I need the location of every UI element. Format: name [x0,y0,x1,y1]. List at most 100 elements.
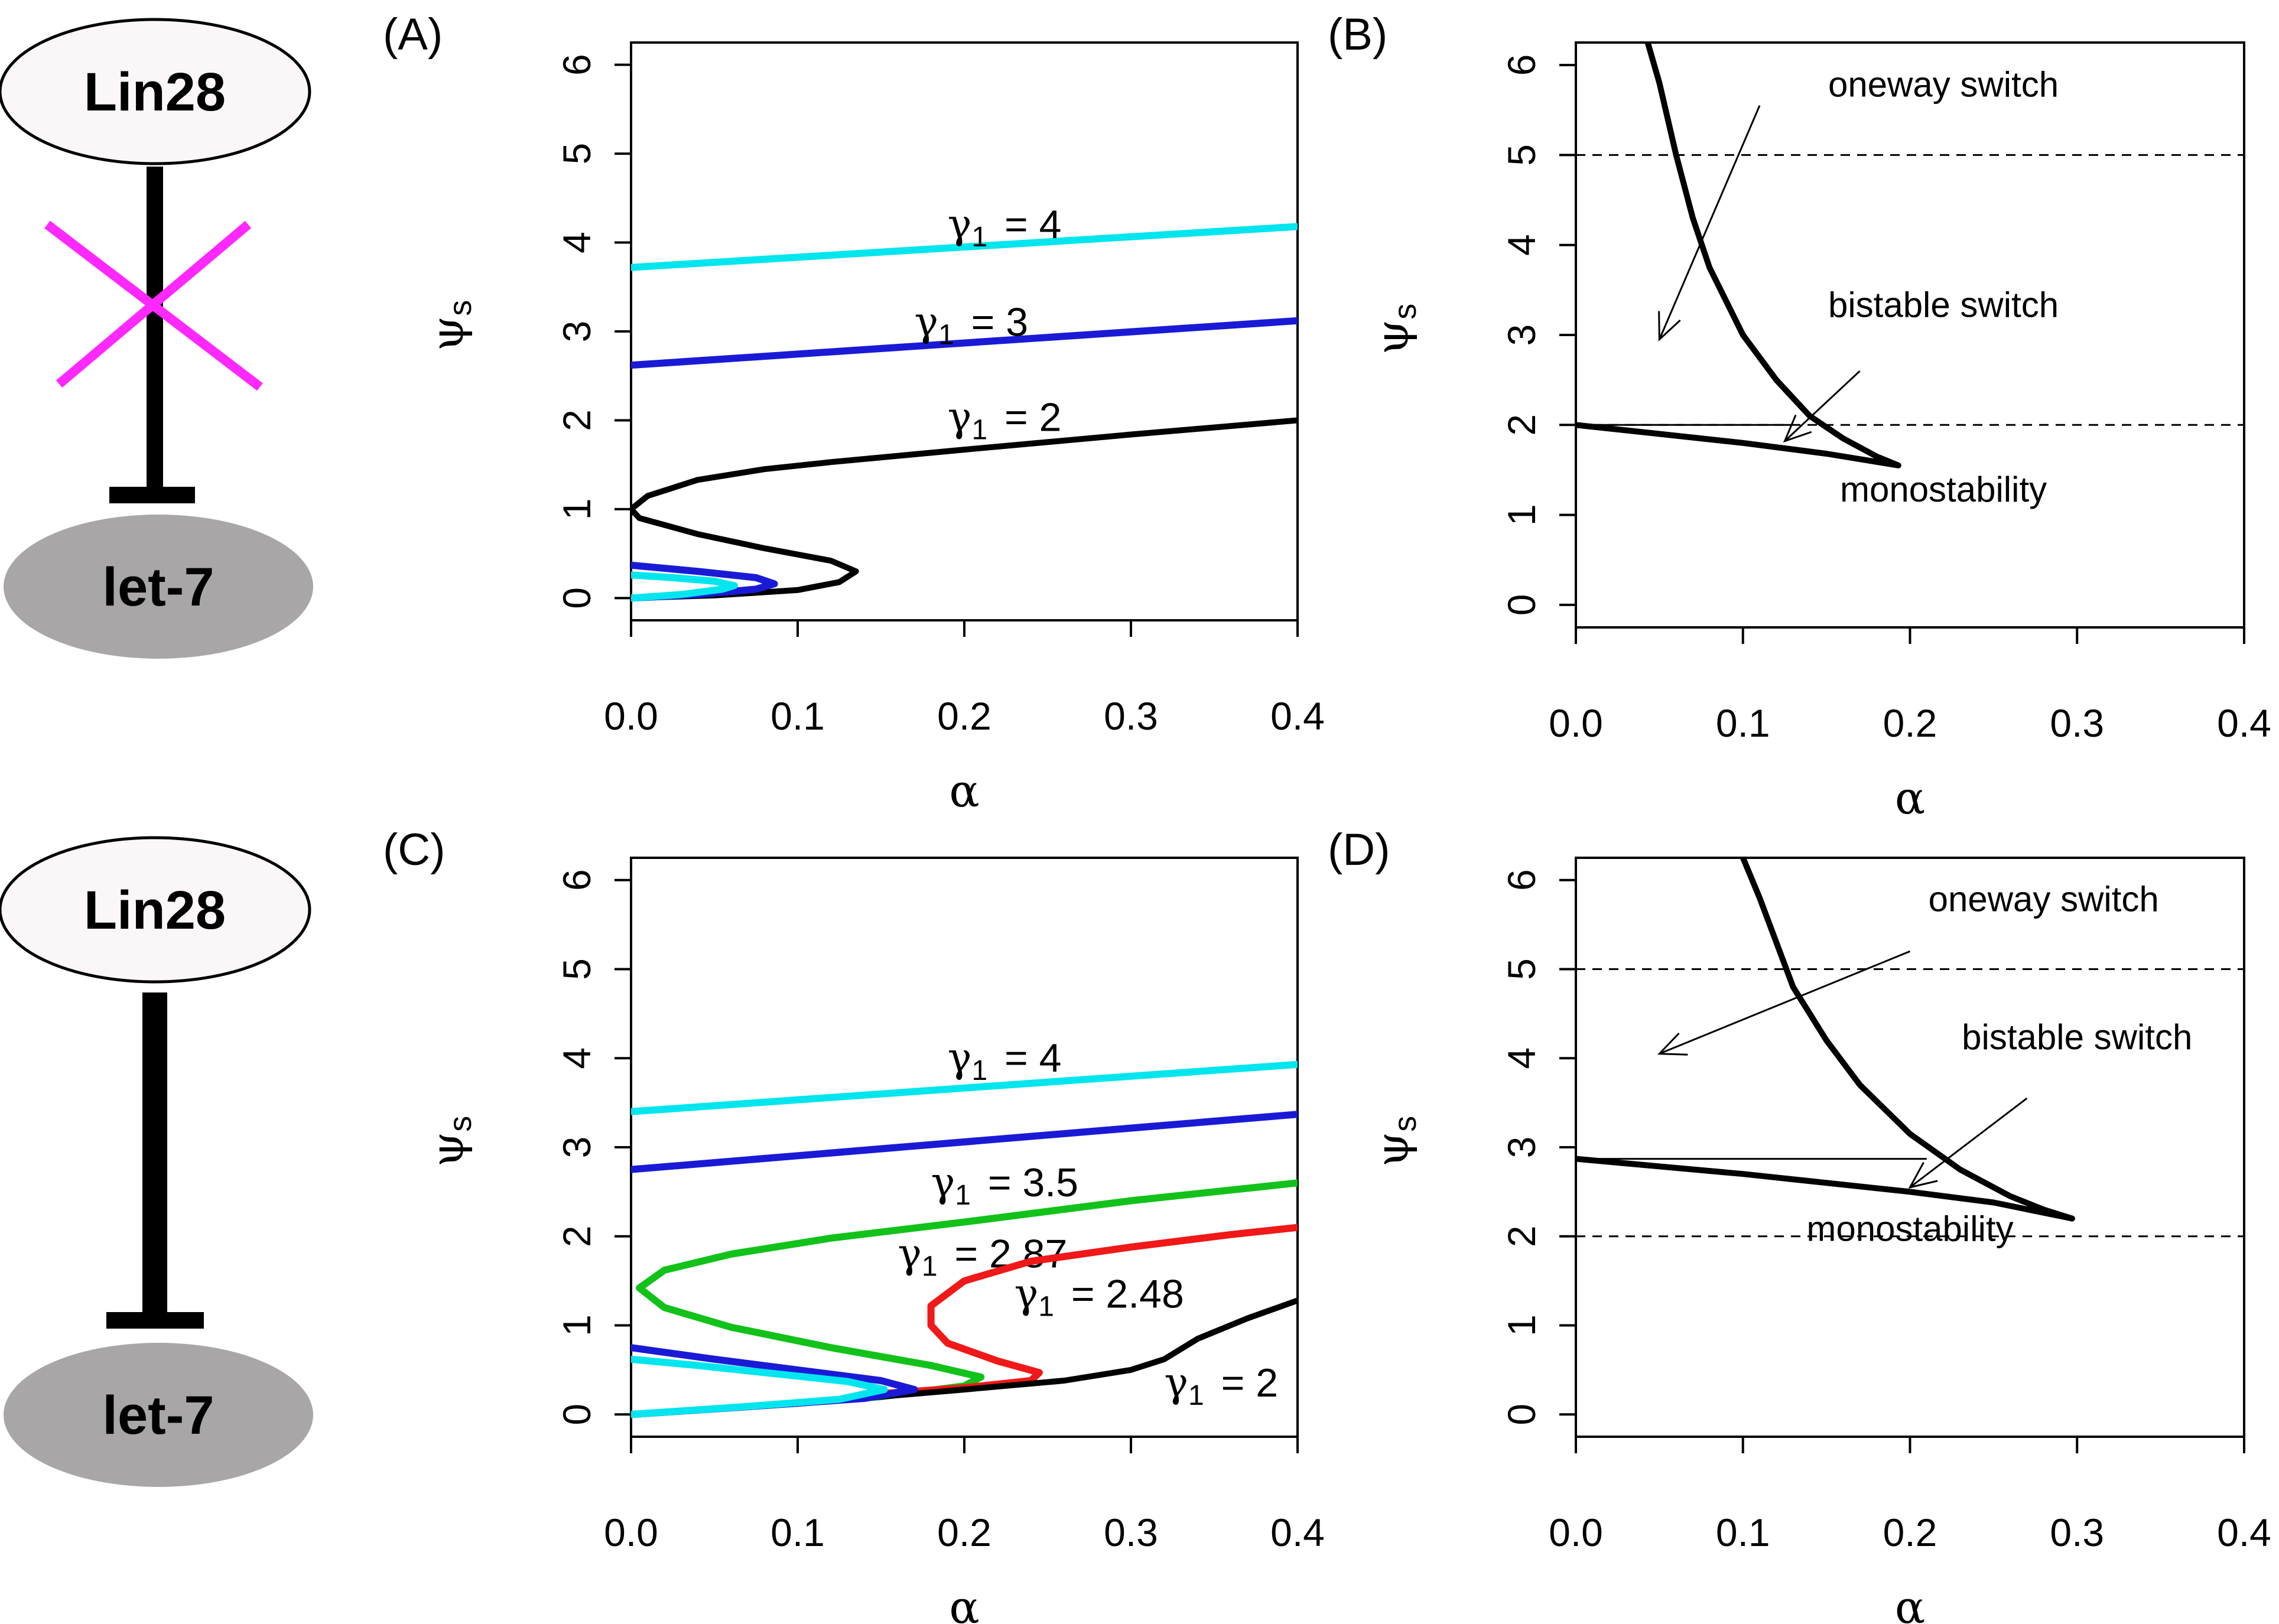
annotation-bistable-switch: bistable switch [1828,285,2059,325]
gamma-subscript: 1 [1188,1381,1204,1412]
x-tick-label: 0.1 [1716,1511,1770,1554]
y-axis-label: ψs [1366,1116,1423,1167]
gamma-value: = 4 [993,1036,1061,1081]
x-tick-label: 0.1 [770,694,825,738]
series-label-1-2: γ1 = 2 [1164,1360,1278,1411]
annotation-arrow-shaft [1658,105,1761,340]
y-tick-label: 0 [555,1404,599,1426]
annotation-arrow-shaft [1784,370,1861,442]
x-tick-label: 0.0 [604,694,658,738]
gamma-subscript: 1 [971,1055,987,1086]
y-tick-label: 1 [555,1314,599,1336]
diagram-bottom: Lin28 let-7 [0,836,313,1487]
y-tick-label: 1 [1500,504,1543,526]
annotation-arrow-head [1657,1032,1688,1056]
gamma-subscript: 1 [955,1180,971,1211]
series-line-1-4 [631,1060,1298,1115]
y-axis-label: ψs [1366,304,1423,355]
series-label-1-4: γ1 = 4 [948,1035,1062,1086]
annotation-arrow-head [1908,1161,1938,1189]
y-tick-label: 6 [1500,54,1543,76]
series-line-1-4-lower [631,1355,888,1418]
gamma-symbol: γ [914,300,938,346]
gamma-symbol: γ [1015,1271,1039,1317]
series-line-lower-boundary [1576,1156,2075,1222]
gamma-subscript: 1 [971,415,987,446]
gamma-value: = 3.5 [977,1160,1078,1205]
y-tick-label: 2 [1500,414,1543,436]
y-axis-subscript: s [443,1116,478,1132]
gamma-value: = 2 [1210,1361,1278,1405]
x-axis-label: α [949,1581,979,1624]
series-line-1-2-87 [631,1179,1298,1418]
y-tick-label: 0 [1500,594,1543,616]
x-axis-label: α [949,764,979,817]
gamma-symbol: γ [948,201,972,248]
x-tick-label: 0.3 [2050,701,2104,745]
panel-label: (A) [383,9,443,60]
gamma-value: = 2.48 [1060,1271,1184,1316]
x-axis-label: α [1895,772,1925,824]
chart-d: 0.0 0.1 0.2 0.3 0.4 0 1 2 3 4 5 6 α ψs (D) oneway switc… [1328,825,2271,1624]
let7-label-bottom: let-7 [102,1385,214,1446]
series-line-1-4 [631,223,1298,271]
y-axis-label: ψs [421,300,478,352]
x-tick-label: 0.2 [937,1511,991,1554]
x-tick-label: 0.4 [1270,1511,1325,1554]
gamma-symbol: γ [898,1231,922,1278]
annotation-oneway-switch: oneway switch [1929,879,2159,919]
annotation-arrow-head [1658,311,1681,341]
lin28-node-top [0,18,311,165]
y-tick-label: 3 [555,1137,599,1158]
let7-label-top: let-7 [102,557,214,617]
series-line-1-4-lower [631,571,738,602]
annotation-monostability: monostability [1840,470,2047,509]
diagram-top: Lin28 let-7 [0,18,313,659]
series-line-upper-boundary [1740,858,2075,1222]
y-tick-label: 4 [1500,234,1543,256]
y-tick-label: 0 [555,587,599,609]
y-tick-label: 3 [555,321,599,343]
series-label-1-3: γ1 = 3 [914,300,1028,351]
gamma-symbol: γ [948,1035,972,1082]
y-tick-label: 5 [555,143,599,165]
series-line-1-2-48 [860,1223,1298,1399]
x-tick-label: 0.1 [770,1511,825,1554]
y-tick-label: 3 [1500,324,1543,346]
series-line-1-2 [631,417,1298,601]
y-axis-subscript: s [443,300,478,316]
gamma-subscript: 1 [922,1251,938,1283]
x-tick-label: 0.3 [1104,1511,1158,1554]
x-axis-label: α [1895,1581,1925,1624]
x-tick-label: 0.2 [937,694,991,738]
x-tick-label: 0.1 [1716,701,1770,745]
annotation-bistable-switch: bistable switch [1962,1017,2192,1057]
x-tick-label: 0.0 [1549,1511,1603,1554]
x-tick-label: 0.3 [2050,1511,2104,1554]
y-axis-label: ψs [421,1116,478,1167]
y-tick-label: 2 [555,1225,599,1247]
x-tick-label: 0.0 [604,1511,658,1554]
y-axis-subscript: s [1387,1116,1423,1132]
lin28-node-bottom [0,836,311,984]
gamma-symbol: γ [1164,1360,1188,1407]
lin28-label-bottom: Lin28 [84,880,226,940]
annotation-oneway-switch: oneway switch [1828,64,2059,104]
gamma-symbol: γ [948,395,972,441]
panel-label: (C) [383,825,446,875]
y-tick-label: 2 [555,409,599,431]
gamma-value: = 2 [993,395,1061,440]
y-tick-label: 4 [555,1047,599,1069]
series-label-1-2-48: γ1 = 2.48 [1015,1271,1184,1322]
series-line-1-3-5 [631,1111,1298,1173]
series-line-upper-boundary [1644,43,1901,468]
y-axis-symbol: ψ [1366,320,1418,355]
y-tick-label: 1 [1500,1314,1543,1336]
x-tick-label: 0.2 [1883,701,1937,745]
gamma-symbol: γ [931,1160,955,1206]
y-tick-label: 2 [1500,1225,1543,1247]
y-tick-label: 4 [1500,1047,1543,1069]
y-tick-label: 0 [1500,1404,1543,1426]
